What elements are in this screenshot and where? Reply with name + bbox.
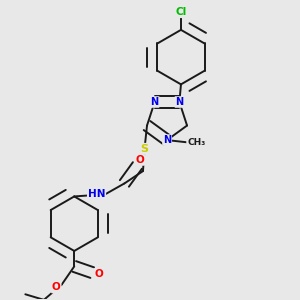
Text: S: S xyxy=(140,144,148,154)
Text: N: N xyxy=(175,97,184,107)
Text: Cl: Cl xyxy=(175,7,187,17)
Text: O: O xyxy=(136,155,144,165)
Text: N: N xyxy=(163,135,171,145)
Text: CH₃: CH₃ xyxy=(187,138,205,147)
Text: O: O xyxy=(52,283,61,292)
Text: O: O xyxy=(94,269,103,279)
Text: N: N xyxy=(151,97,159,107)
Text: HN: HN xyxy=(88,189,105,199)
